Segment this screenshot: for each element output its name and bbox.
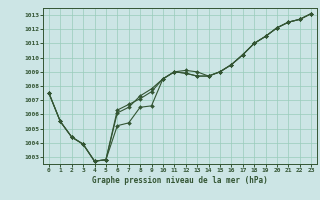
X-axis label: Graphe pression niveau de la mer (hPa): Graphe pression niveau de la mer (hPa) [92,176,268,185]
